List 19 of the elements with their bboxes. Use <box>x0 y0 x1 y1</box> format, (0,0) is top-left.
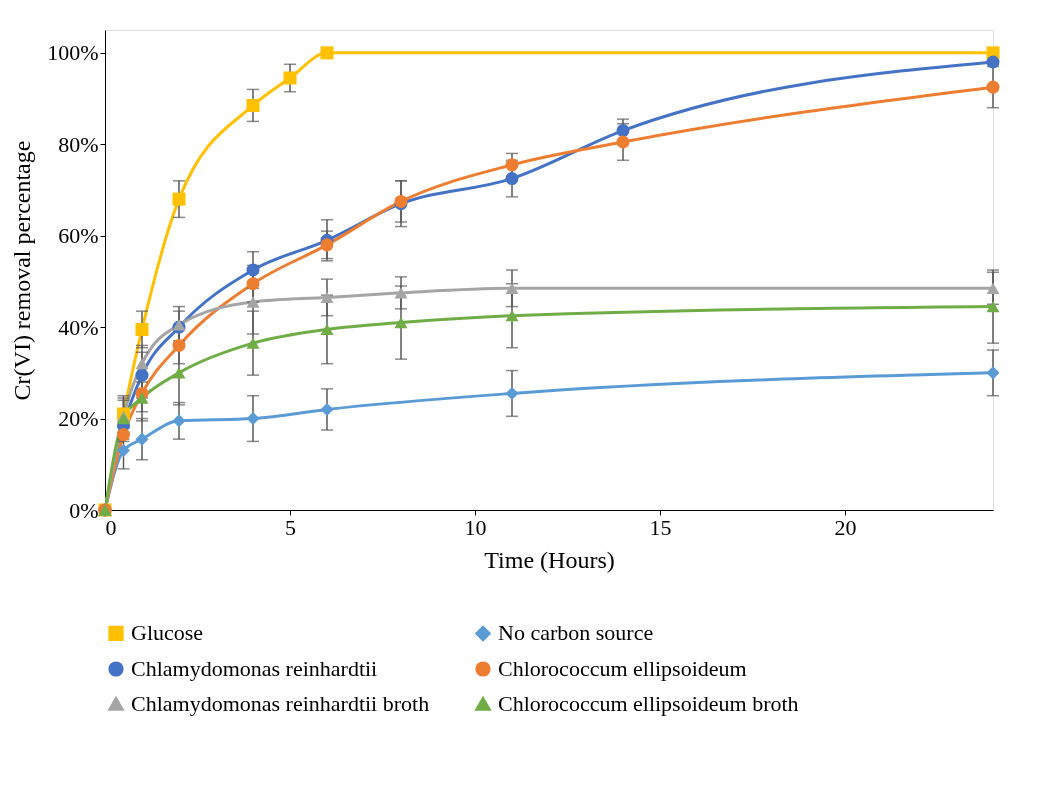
legend-label: Chlorococcum ellipsoideum <box>498 656 747 681</box>
legend-label: Chlamydomonas reinhardtii broth <box>131 691 430 716</box>
y-tick-label: 40% <box>58 314 99 340</box>
x-axis-title: Time (Hours) <box>484 546 615 573</box>
legend-label: No carbon source <box>498 620 654 646</box>
y-axis-title: Cr(VI) removal percentage <box>9 140 36 401</box>
legend-label: Glucose <box>131 620 204 646</box>
y-tick-label: 100% <box>47 40 99 66</box>
y-tick-label: 20% <box>58 406 99 432</box>
x-tick-label: 10 <box>464 514 487 540</box>
legend-label: Chlamydomonas reinhardtii <box>131 656 378 681</box>
y-tick-label: 80% <box>58 131 99 157</box>
y-tick-label: 60% <box>58 223 99 249</box>
x-tick-label: 0 <box>105 514 117 540</box>
x-tick-label: 5 <box>285 514 296 540</box>
x-tick-label: 20 <box>834 514 857 540</box>
x-tick-label: 15 <box>649 514 672 540</box>
y-tick-label: 0% <box>69 497 99 523</box>
legend-label: Chlorococcum ellipsoideum broth <box>498 691 799 716</box>
